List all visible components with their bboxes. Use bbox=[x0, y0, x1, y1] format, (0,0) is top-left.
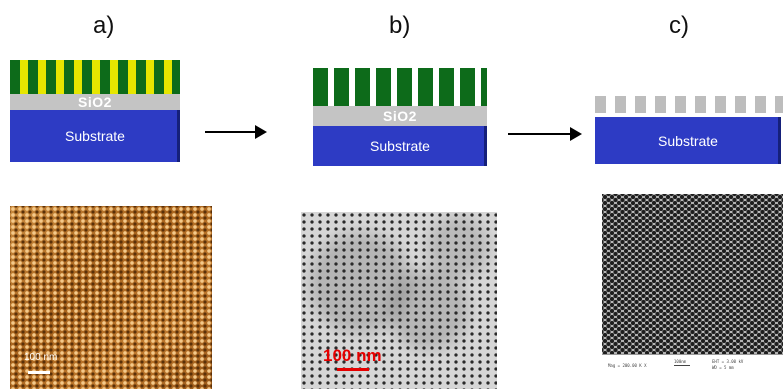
arrow-right-icon bbox=[508, 127, 582, 141]
substrate-label: Substrate bbox=[658, 132, 718, 149]
sem-info-bar: Mag = 200.00 K X 100nm EHT = 3.00 kV WD … bbox=[602, 354, 783, 390]
scale-bar bbox=[337, 368, 369, 371]
substrate-label: Substrate bbox=[370, 138, 430, 154]
sem-bar-label: 100nm bbox=[674, 359, 687, 364]
schematic-b: SiO2 Substrate bbox=[313, 68, 487, 166]
schematic-c: Substrate bbox=[595, 96, 783, 164]
block-copolymer-layer bbox=[10, 60, 180, 94]
substrate-layer: Substrate bbox=[10, 110, 180, 162]
panel-label-b: b) bbox=[389, 12, 411, 39]
panel-label-c: c) bbox=[669, 12, 689, 39]
panel-label-a: a) bbox=[93, 12, 115, 39]
scale-label: 100 nm bbox=[323, 346, 382, 365]
oxide-label: SiO2 bbox=[383, 108, 417, 124]
arrow-right-icon bbox=[205, 125, 267, 139]
substrate-layer: Substrate bbox=[313, 126, 487, 166]
substrate-layer: Substrate bbox=[595, 117, 781, 164]
sem-mag: Mag = 200.00 K X bbox=[608, 363, 647, 368]
oxide-layer: SiO2 bbox=[313, 106, 487, 126]
substrate-label: Substrate bbox=[65, 128, 125, 144]
oxide-layer: SiO2 bbox=[10, 94, 180, 110]
nanoporous-template-layer bbox=[313, 68, 487, 106]
sem-image-transferred: Mag = 200.00 K X 100nm EHT = 3.00 kV WD … bbox=[602, 194, 783, 390]
scale-bar bbox=[28, 371, 50, 374]
afm-image: 100 nm bbox=[10, 206, 212, 389]
patterned-oxide-layer bbox=[595, 96, 783, 113]
oxide-label: SiO2 bbox=[78, 94, 112, 110]
sem-image-template: 100 nm bbox=[301, 212, 497, 389]
sem-eht: EHT = 3.00 kV bbox=[712, 359, 744, 364]
scale-label: 100 nm bbox=[24, 352, 58, 363]
sem-scale-bar bbox=[674, 365, 690, 366]
sem-wd: WD = 5 mm bbox=[712, 365, 734, 370]
schematic-a: SiO2 Substrate bbox=[10, 60, 180, 162]
